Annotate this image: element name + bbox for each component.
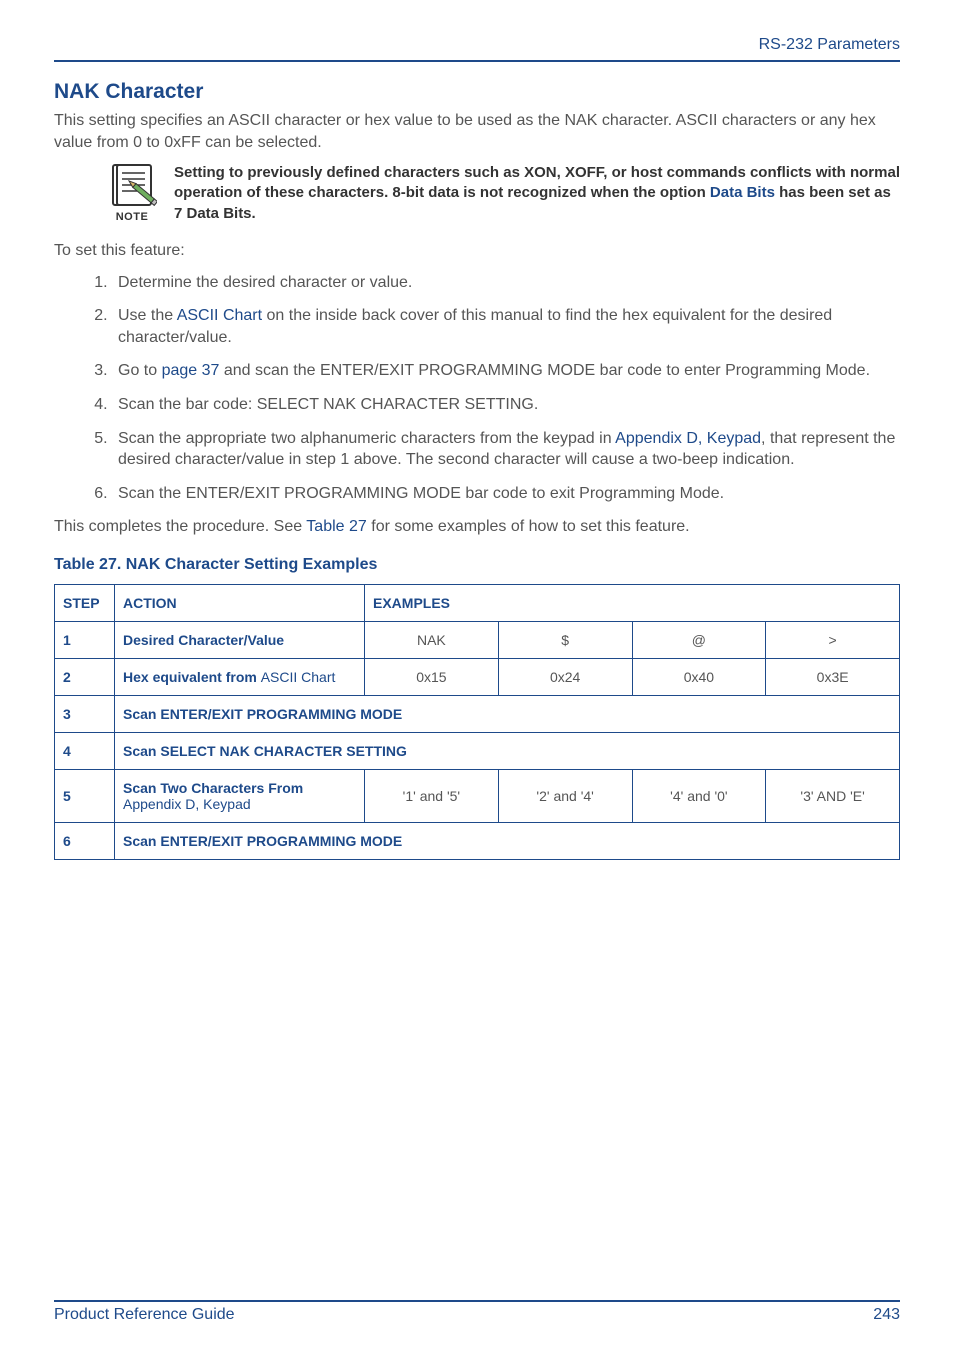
note-block: NOTE Setting to previously defined chara… xyxy=(104,163,900,224)
cell-full: Scan SELECT NAK CHARACTER SETTING xyxy=(115,732,900,769)
step-6: Scan the ENTER/EXIT PROGRAMMING MODE bar… xyxy=(112,483,900,505)
steps-list: Determine the desired character or value… xyxy=(94,272,900,505)
cell-step: 2 xyxy=(55,658,115,695)
cell-action-pre: Hex equivalent from xyxy=(123,669,261,685)
step-5: Scan the appropriate two alphanumeric ch… xyxy=(112,428,900,471)
step-2: Use the ASCII Chart on the inside back c… xyxy=(112,305,900,348)
cell-step: 3 xyxy=(55,695,115,732)
link-appendix-d-table[interactable]: Appendix D, Keypad xyxy=(123,796,251,812)
cell-value: '2' and '4' xyxy=(498,769,632,822)
step-3: Go to page 37 and scan the ENTER/EXIT PR… xyxy=(112,360,900,382)
preamble: To set this feature: xyxy=(54,240,900,262)
intro-paragraph: This setting specifies an ASCII characte… xyxy=(54,110,900,153)
note-text: Setting to previously defined characters… xyxy=(174,163,900,224)
note-icon-wrap: NOTE xyxy=(104,163,160,223)
step-3-pre: Go to xyxy=(118,362,162,379)
step-2-pre: Use the xyxy=(118,307,177,324)
cell-full: Scan ENTER/EXIT PROGRAMMING MODE xyxy=(115,822,900,859)
note-icon xyxy=(107,163,157,209)
closing-paragraph: This completes the procedure. See Table … xyxy=(54,516,900,538)
step-3-post: and scan the ENTER/EXIT PROGRAMMING MODE… xyxy=(219,362,870,379)
cell-value: $ xyxy=(498,621,632,658)
closing-post: for some examples of how to set this fea… xyxy=(367,518,690,535)
cell-step: 4 xyxy=(55,732,115,769)
cell-value: @ xyxy=(632,621,766,658)
closing-pre: This completes the procedure. See xyxy=(54,518,306,535)
page: RS-232 Parameters NAK Character This set… xyxy=(0,0,954,1350)
cell-step: 6 xyxy=(55,822,115,859)
cell-value: NAK xyxy=(365,621,499,658)
cell-value: 0x3E xyxy=(766,658,900,695)
cell-value: 0x40 xyxy=(632,658,766,695)
step-4: Scan the bar code: SELECT NAK CHARACTER … xyxy=(112,394,900,416)
table-row: 6 Scan ENTER/EXIT PROGRAMMING MODE xyxy=(55,822,900,859)
footer-left: Product Reference Guide xyxy=(54,1306,235,1324)
cell-step: 5 xyxy=(55,769,115,822)
step-5-pre: Scan the appropriate two alphanumeric ch… xyxy=(118,430,615,447)
cell-full: Scan ENTER/EXIT PROGRAMMING MODE xyxy=(115,695,900,732)
table-header-row: STEP ACTION EXAMPLES xyxy=(55,584,900,621)
cell-value: 0x15 xyxy=(365,658,499,695)
section-heading: NAK Character xyxy=(54,80,900,104)
link-ascii-chart[interactable]: ASCII Chart xyxy=(177,307,262,324)
cell-value: '3' AND 'E' xyxy=(766,769,900,822)
footer-page-number: 243 xyxy=(873,1306,900,1324)
cell-action: Hex equivalent from ASCII Chart xyxy=(115,658,365,695)
cell-value: > xyxy=(766,621,900,658)
cell-value: '4' and '0' xyxy=(632,769,766,822)
th-action: ACTION xyxy=(115,584,365,621)
cell-value: '1' and '5' xyxy=(365,769,499,822)
cell-action: Desired Character/Value xyxy=(115,621,365,658)
link-page-37[interactable]: page 37 xyxy=(162,362,220,379)
header-rule xyxy=(54,60,900,62)
table-row: 4 Scan SELECT NAK CHARACTER SETTING xyxy=(55,732,900,769)
note-label: NOTE xyxy=(116,211,149,223)
footer-rule xyxy=(54,1300,900,1302)
link-appendix-d[interactable]: Appendix D, Keypad xyxy=(615,430,761,447)
footer-row: Product Reference Guide 243 xyxy=(54,1306,900,1324)
link-ascii-chart-table[interactable]: ASCII Chart xyxy=(261,669,336,685)
table-row: 2 Hex equivalent from ASCII Chart 0x15 0… xyxy=(55,658,900,695)
table-row: 1 Desired Character/Value NAK $ @ > xyxy=(55,621,900,658)
cell-action-pre: Scan Two Characters From xyxy=(123,780,303,796)
th-examples: EXAMPLES xyxy=(365,584,900,621)
cell-step: 1 xyxy=(55,621,115,658)
examples-table: STEP ACTION EXAMPLES 1 Desired Character… xyxy=(54,584,900,860)
step-1: Determine the desired character or value… xyxy=(112,272,900,294)
link-table-27[interactable]: Table 27 xyxy=(306,518,367,535)
table-row: 3 Scan ENTER/EXIT PROGRAMMING MODE xyxy=(55,695,900,732)
table-caption: Table 27. NAK Character Setting Examples xyxy=(54,556,900,574)
running-header: RS-232 Parameters xyxy=(54,36,900,54)
table-row: 5 Scan Two Characters From Appendix D, K… xyxy=(55,769,900,822)
cell-value: 0x24 xyxy=(498,658,632,695)
cell-action: Scan Two Characters From Appendix D, Key… xyxy=(115,769,365,822)
footer: Product Reference Guide 243 xyxy=(54,1300,900,1324)
th-step: STEP xyxy=(55,584,115,621)
note-link-data-bits[interactable]: Data Bits xyxy=(710,184,775,201)
